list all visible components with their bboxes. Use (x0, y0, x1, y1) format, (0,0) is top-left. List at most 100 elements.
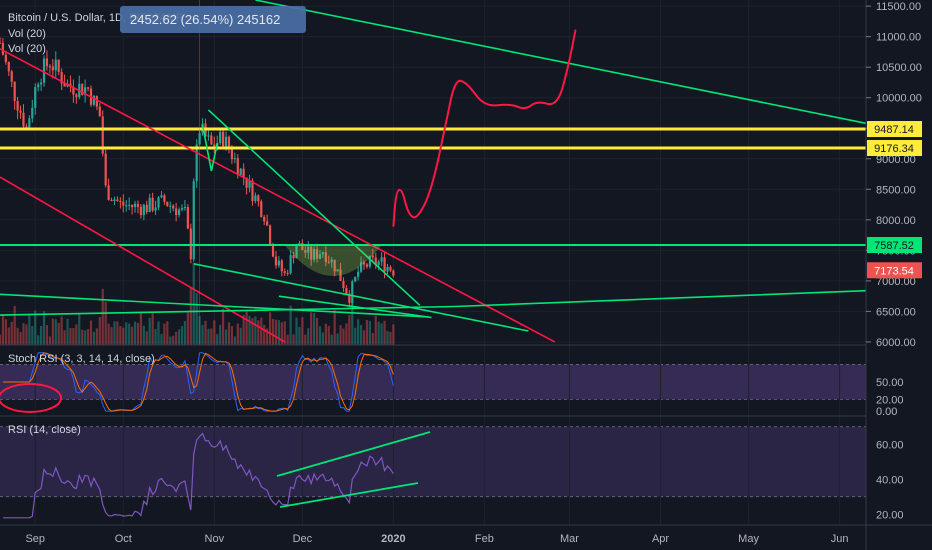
candle-body (286, 273, 289, 275)
volume-bar (292, 334, 295, 345)
volume-bar (315, 317, 319, 345)
volume-bar (254, 316, 257, 345)
volume-bar (321, 332, 325, 345)
volume-bar (295, 317, 298, 345)
candle-body (236, 158, 239, 175)
volume-bar (336, 333, 339, 345)
volume-bar (248, 315, 251, 345)
user-drawings[interactable] (0, 0, 577, 508)
volume-bar (362, 330, 366, 345)
volume-bar (19, 332, 22, 345)
volume-legend-2[interactable]: Vol (20) (8, 43, 46, 55)
candle-body (86, 87, 90, 89)
horizontal-levels[interactable] (0, 127, 866, 247)
volume-bar (274, 319, 278, 345)
volume-bar (125, 322, 128, 345)
candle-body (357, 271, 360, 277)
volume-bar (92, 331, 96, 345)
volume-bar (110, 327, 113, 345)
candle-body (136, 203, 140, 207)
candle-body (280, 260, 283, 272)
candle-body (110, 199, 113, 202)
volume-bar (39, 325, 43, 345)
time-tick-label: Jun (831, 533, 849, 545)
volume-bar (310, 312, 313, 345)
volume-bar (342, 328, 345, 345)
volume-bar (374, 315, 377, 345)
rsi-trend-upper (276, 431, 431, 477)
candle-body (365, 264, 369, 267)
stoch-d-series (2, 352, 394, 412)
candle-body (260, 201, 263, 217)
candle-body (295, 245, 298, 259)
price-label-box (867, 139, 922, 156)
candle-body (371, 255, 374, 258)
volume-bar (16, 327, 19, 345)
candle-body (186, 207, 189, 229)
volume-bar (301, 317, 304, 345)
candle-body (257, 195, 260, 202)
volume-bar (0, 334, 2, 345)
trend-lines[interactable] (0, 0, 867, 343)
stoch-tick-label: 0.00 (876, 406, 897, 418)
price-axis[interactable]: 11500.0011000.0010500.0010000.009500.009… (866, 1, 922, 521)
candle-body (210, 135, 213, 145)
candle-body (245, 177, 248, 188)
candle-body (163, 195, 166, 202)
candle-body (207, 135, 210, 137)
candle-body (336, 269, 339, 272)
time-tick-label: Oct (115, 533, 132, 545)
volume-bar (186, 312, 189, 345)
price-label-box (867, 237, 922, 254)
candle-body (104, 153, 107, 186)
time-tick-label: May (738, 533, 759, 545)
candle-body (166, 201, 169, 207)
candle-body (383, 257, 386, 272)
rsi-series (2, 432, 394, 519)
candle-body (321, 252, 325, 255)
volume-bar (63, 330, 66, 345)
price-tick-label: 6500.00 (876, 306, 916, 318)
candle-body (172, 205, 175, 209)
price-label-text: 9487.14 (874, 124, 914, 136)
stoch-rsi-title[interactable]: Stoch RSI (3, 3, 14, 14, close) (8, 353, 155, 365)
price-labels: 9487.14 9176.34 7587.52 7173.54 (867, 121, 922, 279)
volume-bar (34, 310, 37, 345)
candle-body (98, 106, 101, 117)
volume-bar (45, 325, 49, 345)
candle-body (180, 207, 184, 210)
price-tick-label: 11000.00 (876, 32, 921, 44)
trend-line (0, 293, 429, 318)
indicator-bands (0, 364, 866, 498)
projection-path (392, 29, 577, 227)
volume-bar (163, 323, 166, 345)
candle-body (251, 180, 254, 202)
volume-bar (66, 318, 69, 345)
candle-body (333, 259, 336, 272)
candle-body (380, 257, 383, 262)
candle-body (304, 250, 307, 253)
volume-legend-1[interactable]: Vol (20) (8, 28, 46, 40)
volume-bar (327, 325, 330, 345)
time-axis[interactable]: Sep Oct Nov Dec 2020 Feb Mar Apr May Jun (25, 533, 848, 545)
price-tick-label: 8000.00 (876, 215, 916, 227)
volume-bar (25, 324, 28, 345)
candle-body (10, 71, 13, 82)
rsi-title[interactable]: RSI (14, close) (8, 424, 81, 436)
candle-body (219, 131, 222, 143)
stoch-rsi-lines (2, 352, 394, 412)
volume-bar (37, 335, 40, 345)
candle-body (310, 246, 313, 260)
volume-bar (31, 326, 34, 345)
volume-bar (142, 325, 145, 345)
candle-body (277, 260, 280, 266)
volume-bar (271, 318, 275, 345)
volume-bar (113, 321, 116, 345)
volume-bar (157, 321, 160, 345)
candle-body (368, 255, 371, 267)
volume-bar (204, 320, 207, 345)
volume-bar (189, 287, 192, 345)
volume-bar (136, 322, 140, 345)
candle-body (263, 216, 266, 222)
